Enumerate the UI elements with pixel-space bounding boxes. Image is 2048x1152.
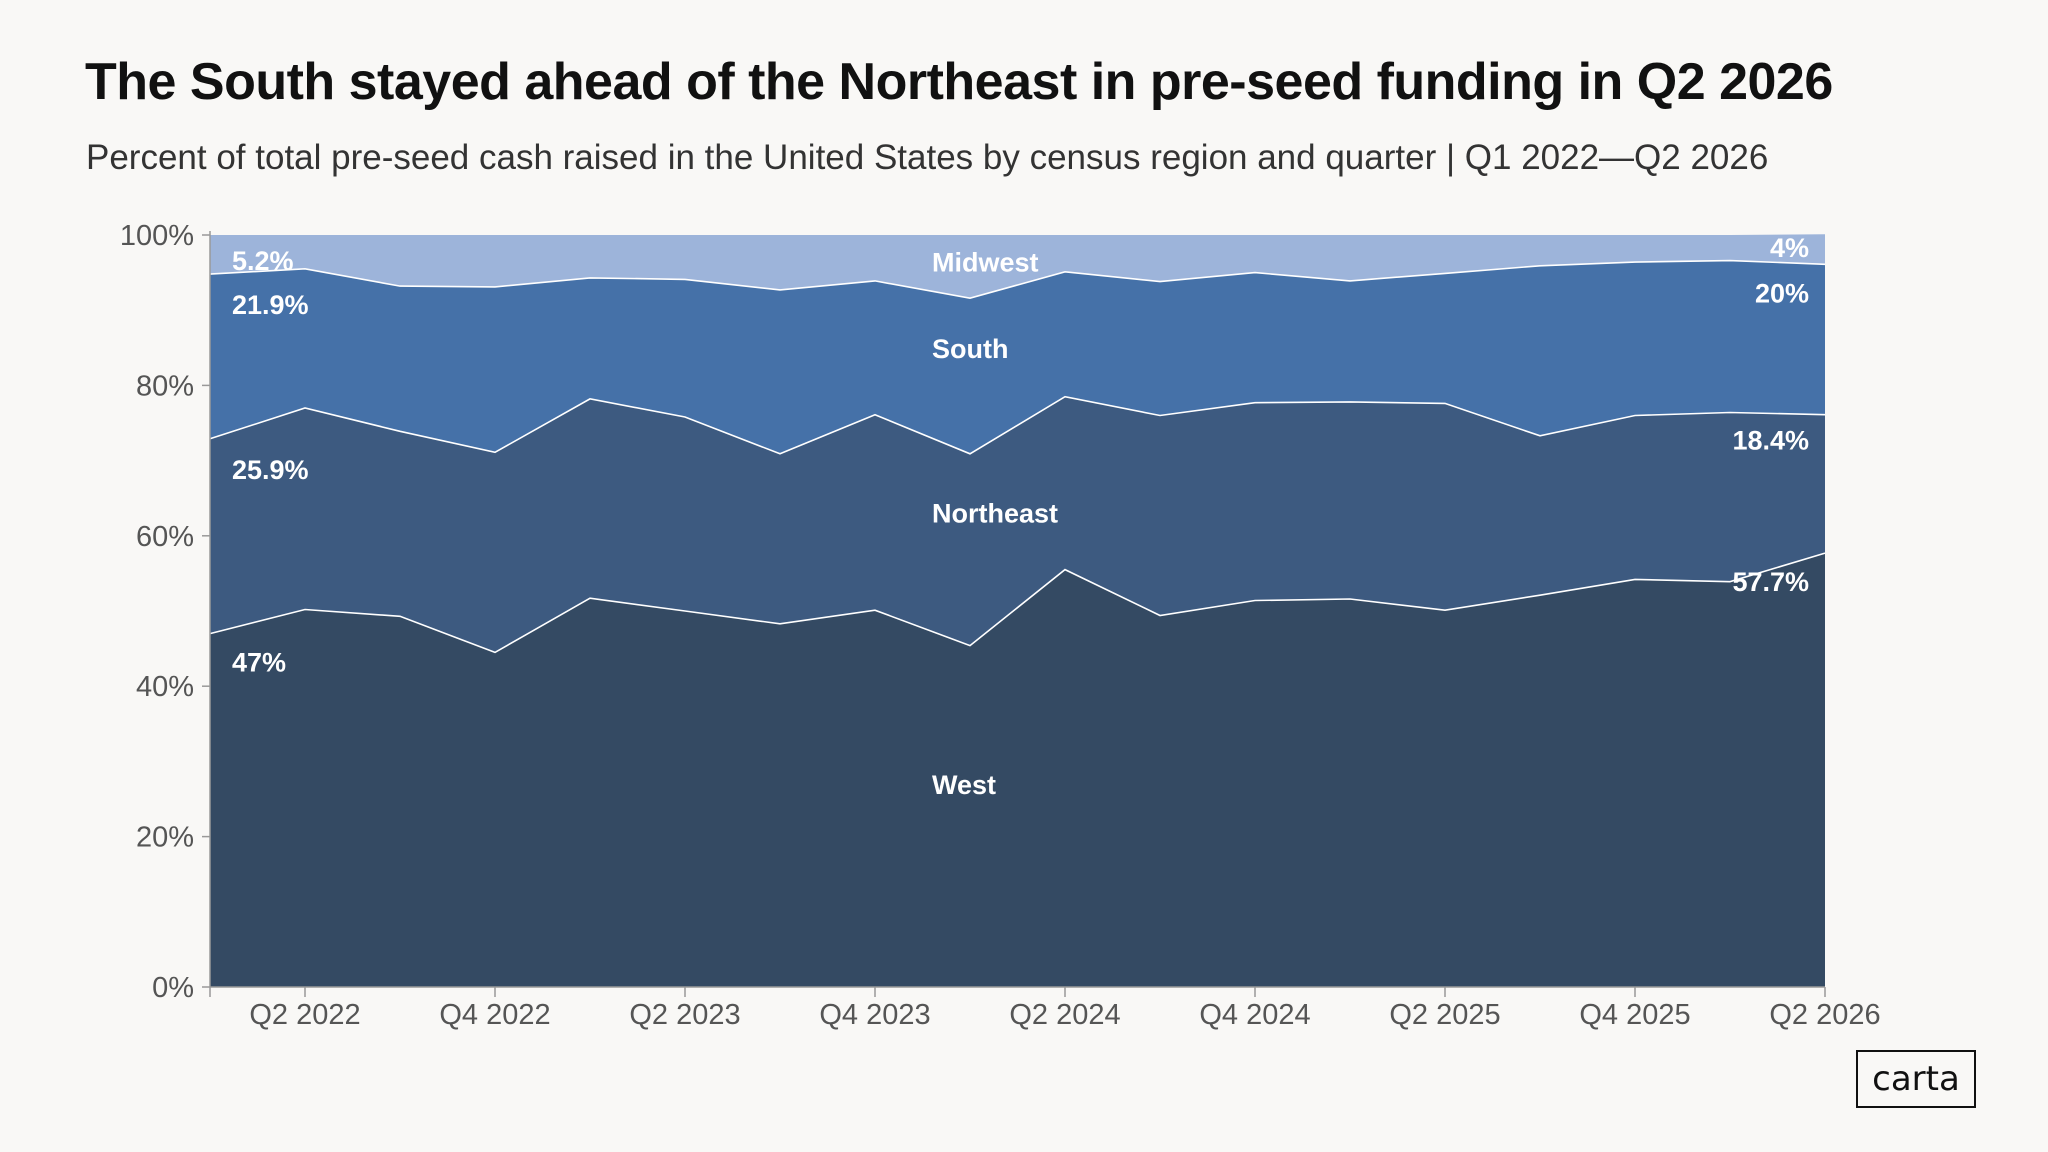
start-label-midwest: 5.2% [232, 246, 294, 276]
end-label-west: 57.7% [1732, 567, 1809, 597]
x-tick-label: Q4 2023 [819, 999, 930, 1031]
series-label-northeast: Northeast [932, 498, 1058, 528]
boundary-northeast [209, 395, 1826, 455]
area-midwest [210, 234, 1825, 299]
chart-title: The South stayed ahead of the Northeast … [85, 53, 1833, 111]
area-boundaries [209, 259, 1826, 654]
area-northeast [210, 396, 1825, 653]
start-label-northeast: 25.9% [232, 455, 309, 485]
y-tick-label: 80% [136, 370, 194, 402]
axes: 0% 20% 40% 60% 80% 100% Q2 2022 Q4 2022 Q2 2023 Q… [120, 220, 1881, 1031]
y-tick-label: 40% [136, 671, 194, 703]
x-tick-label: Q2 2026 [1769, 999, 1880, 1031]
x-tick-label: Q2 2025 [1389, 999, 1500, 1031]
x-tick-label: Q4 2024 [1199, 999, 1310, 1031]
start-label-west: 47% [232, 648, 286, 678]
x-tick-label: Q4 2022 [439, 999, 550, 1031]
area-west [210, 553, 1825, 987]
y-tick-label: 60% [136, 521, 194, 553]
end-label-northeast: 18.4% [1732, 426, 1809, 456]
carta-logo: carta [1856, 1050, 1976, 1108]
series-label-south: South [932, 334, 1008, 364]
y-tick-label: 20% [136, 822, 194, 854]
series-label-west: West [932, 770, 996, 800]
end-label-midwest: 4% [1770, 233, 1809, 263]
area-south [210, 260, 1825, 454]
boundary-south [209, 259, 1826, 300]
x-tick-label: Q2 2023 [629, 999, 740, 1031]
area-layers [210, 234, 1825, 987]
boundary-west [209, 552, 1826, 654]
series-label-midwest: Midwest [932, 248, 1039, 278]
chart-subtitle: Percent of total pre-seed cash raised in… [86, 138, 1769, 177]
x-tick-label: Q4 2025 [1579, 999, 1690, 1031]
series-labels: West Northeast South Midwest 47% 57.7% 25.9% 18… [232, 233, 1809, 800]
y-tick-label: 100% [120, 220, 194, 252]
end-label-south: 20% [1755, 278, 1809, 308]
y-tick-label: 0% [152, 972, 194, 1004]
start-label-south: 21.9% [232, 290, 309, 320]
x-tick-label: Q2 2022 [249, 999, 360, 1031]
x-tick-label: Q2 2024 [1009, 999, 1120, 1031]
